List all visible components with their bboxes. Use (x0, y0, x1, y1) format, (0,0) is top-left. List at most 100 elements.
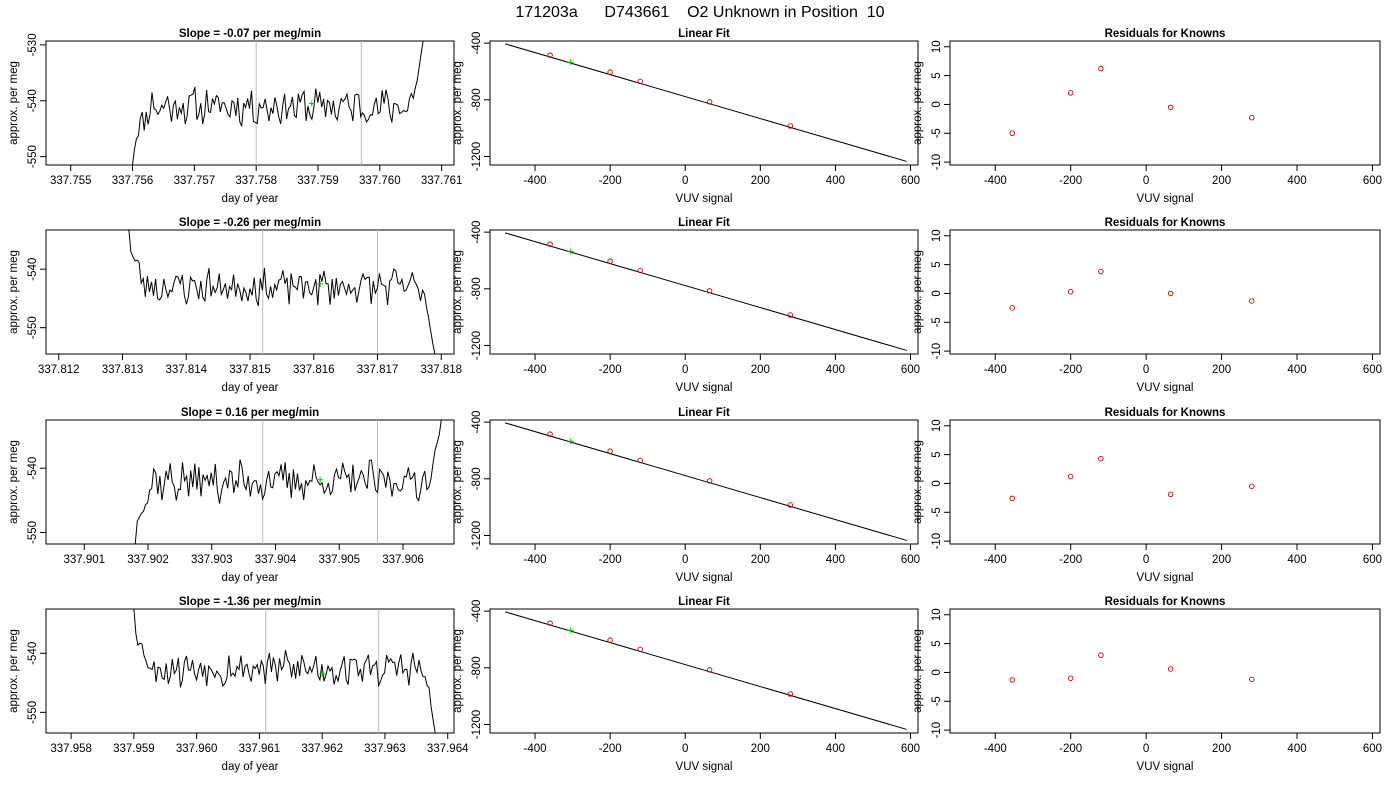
y-tick-label: -550 (27, 521, 39, 544)
x-tick-label: 337.755 (50, 175, 92, 187)
y-tick-label: 5 (931, 72, 943, 78)
x-tick-label: 600 (1363, 175, 1382, 187)
x-tick-label: 337.958 (50, 743, 92, 755)
panel-title: Linear Fit (678, 596, 730, 608)
plot-area (132, 41, 424, 165)
panel-title: Slope = -1.36 per meg/min (179, 596, 321, 608)
y-tick-label: -1200 (471, 142, 483, 171)
residual-point (1009, 305, 1015, 311)
x-tick-label: -400 (524, 364, 547, 376)
x-tick-label: 600 (901, 743, 920, 755)
x-tick-label: 400 (1287, 743, 1306, 755)
x-tick-label: 400 (1287, 554, 1306, 566)
panel-title: Residuals for Knowns (1105, 217, 1226, 229)
y-tick-label: 5 (931, 451, 943, 457)
x-tick-label: 600 (1363, 364, 1382, 376)
y-axis-label: approx. per meg (912, 250, 924, 334)
x-tick-label: 337.818 (420, 364, 462, 376)
x-tick-label: 337.813 (102, 364, 144, 376)
x-axis-label: VUV signal (676, 761, 733, 773)
x-axis-label: VUV signal (676, 572, 733, 584)
known-point (706, 288, 713, 294)
known-point (787, 123, 794, 129)
y-tick-label: 5 (931, 261, 943, 267)
x-axis-label: VUV signal (1137, 193, 1194, 205)
panel-title: Residuals for Knowns (1105, 28, 1226, 40)
panel-linear-fit-row2: Linear Fit -400 -200 0 200 400 600 -400 -800 -120… (452, 217, 920, 394)
x-tick-label: 0 (1143, 554, 1149, 566)
signal-series-line (134, 420, 442, 544)
residual-point (1249, 483, 1255, 490)
panel-linear-fit-row1: Linear Fit -400 -200 0 200 400 600 -400 -800 -120… (452, 28, 920, 205)
x-tick-label: 0 (1143, 743, 1149, 755)
signal-series-line (133, 609, 436, 733)
x-tick-label: 337.905 (318, 554, 360, 566)
plot-area (133, 609, 436, 733)
residual-point (1067, 473, 1074, 480)
x-axis-label: VUV signal (676, 193, 733, 205)
fit-line (504, 232, 907, 351)
x-tick-label: 0 (682, 743, 688, 755)
x-tick-label: 337.761 (421, 175, 463, 187)
panel-residuals-row4: Residuals for Knowns -400 -200 0 200 400 600 10… (912, 596, 1382, 773)
y-axis-label: approx. per meg (912, 629, 924, 713)
x-tick-label: -400 (524, 175, 547, 187)
x-tick-label: 337.904 (255, 554, 297, 566)
panel-time-series-row1: Slope = -0.07 per meg/min 337.755 337.756 3… (8, 28, 462, 205)
known-point (637, 267, 643, 274)
residual-point (1167, 666, 1174, 672)
y-tick-label: 0 (931, 290, 943, 296)
y-tick-label: -400 (471, 32, 483, 55)
x-tick-label: 0 (682, 554, 688, 566)
residual-point (1067, 675, 1074, 681)
plot-frame (949, 608, 1381, 734)
panel-linear-fit-row3: Linear Fit -400 -200 0 200 400 600 -400 -800 -120… (452, 407, 920, 584)
x-tick-label: 600 (901, 554, 920, 566)
residual-point (1098, 455, 1104, 462)
x-tick-label: -200 (1059, 554, 1082, 566)
x-tick-label: -400 (984, 364, 1007, 376)
signal-series-line (132, 41, 424, 165)
x-tick-label: 0 (1143, 175, 1149, 187)
plot-frame (45, 419, 455, 545)
y-tick-label: -10 (931, 343, 943, 360)
x-tick-label: -400 (524, 554, 547, 566)
x-tick-label: 400 (1287, 364, 1306, 376)
x-tick-label: -200 (599, 364, 622, 376)
panel-title: Residuals for Knowns (1105, 407, 1226, 419)
residual-point (1009, 130, 1015, 137)
known-point (706, 478, 713, 484)
residual-point (1098, 268, 1104, 275)
x-tick-label: 337.817 (357, 364, 399, 376)
x-tick-label: -400 (984, 175, 1007, 187)
known-point (607, 69, 613, 75)
x-tick-label: 400 (826, 364, 845, 376)
y-tick-label: -800 (471, 277, 483, 300)
x-axis-label: VUV signal (1137, 572, 1194, 584)
x-tick-label: 400 (826, 743, 845, 755)
fit-line (504, 611, 907, 730)
x-tick-label: 337.901 (63, 554, 105, 566)
x-tick-label: 200 (751, 175, 770, 187)
y-axis-label: approx. per meg (912, 440, 924, 524)
panel-title: Linear Fit (678, 217, 730, 229)
plot-area (504, 422, 907, 541)
known-point (607, 637, 613, 643)
plot-frame (489, 229, 919, 355)
y-tick-label: -5 (931, 696, 943, 706)
x-tick-label: -200 (599, 175, 622, 187)
y-tick-label: -1200 (471, 710, 483, 739)
y-axis-label: approx. per meg (8, 250, 20, 334)
residual-point (1249, 676, 1255, 683)
known-point (637, 457, 643, 464)
panel-title: Linear Fit (678, 407, 730, 419)
signal-series-line (128, 230, 436, 354)
x-tick-label: 337.963 (364, 743, 406, 755)
known-point (547, 52, 553, 58)
panel-time-series-row3: Slope = 0.16 per meg/min 337.901 337.902 33… (8, 407, 455, 584)
y-tick-label: 10 (931, 229, 943, 242)
x-tick-label: 600 (901, 175, 920, 187)
panel-residuals-row2: Residuals for Knowns -400 -200 0 200 400 600 10… (912, 217, 1382, 394)
y-tick-label: 5 (931, 640, 943, 646)
y-tick-label: -540 (27, 258, 39, 281)
